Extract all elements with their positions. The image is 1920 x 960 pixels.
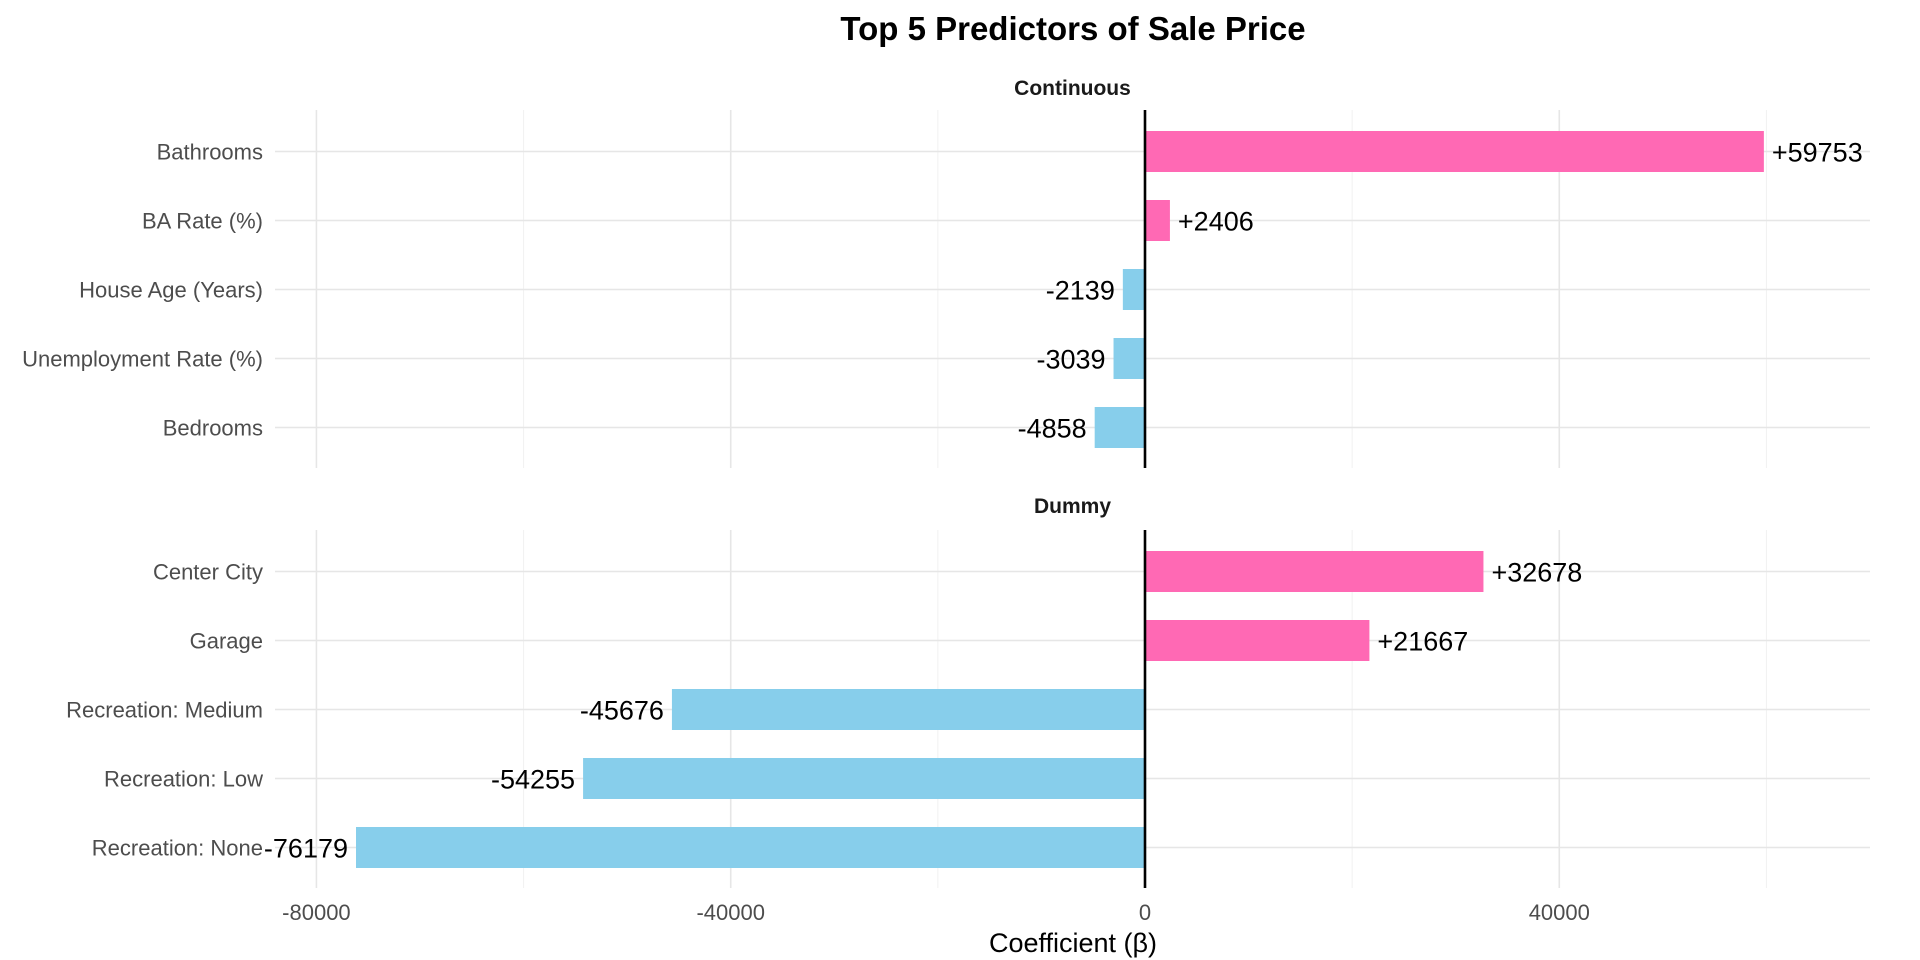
category-label: Recreation: None <box>92 836 263 861</box>
data-label: -45676 <box>580 696 664 726</box>
category-label: Bathrooms <box>157 140 263 165</box>
data-label: +2406 <box>1178 207 1254 237</box>
data-label: -2139 <box>1046 276 1115 306</box>
bar <box>1145 620 1370 661</box>
bar <box>356 827 1146 868</box>
panel-dummy: Dummy Center City +32678 Garage +21667 Recrea… <box>66 495 1870 888</box>
data-label: -54255 <box>491 765 575 795</box>
x-tick-label: -40000 <box>696 900 765 925</box>
x-tick-label: 40000 <box>1529 900 1590 925</box>
category-label: Center City <box>153 560 263 585</box>
bar <box>1094 407 1145 448</box>
bar <box>1113 338 1145 379</box>
data-label: +59753 <box>1772 138 1863 168</box>
category-label: Unemployment Rate (%) <box>22 347 263 372</box>
data-label: +32678 <box>1491 558 1582 588</box>
x-tick-label: 0 <box>1139 900 1151 925</box>
x-axis-label: Coefficient (β) <box>989 928 1157 958</box>
category-label: Recreation: Medium <box>66 698 263 723</box>
bar <box>1145 131 1764 172</box>
category-label: Garage <box>190 629 263 654</box>
bar <box>1122 269 1145 310</box>
data-label: -3039 <box>1036 345 1105 375</box>
x-tick-label: -80000 <box>282 900 351 925</box>
bar <box>1145 551 1484 592</box>
category-label: BA Rate (%) <box>142 209 263 234</box>
panel-strip-title: Dummy <box>1034 495 1111 518</box>
facet-panels: Continuous Bathrooms +59753 BA Rate (%) +240… <box>22 77 1870 925</box>
bar <box>671 689 1145 730</box>
category-label: Recreation: Low <box>104 767 263 792</box>
category-label: Bedrooms <box>163 416 263 441</box>
data-label: -76179 <box>264 834 348 864</box>
category-label: House Age (Years) <box>79 278 263 303</box>
chart-title: Top 5 Predictors of Sale Price <box>840 10 1305 47</box>
panel-strip-title: Continuous <box>1014 77 1131 100</box>
data-label: +21667 <box>1377 627 1468 657</box>
panel-continuous: Continuous Bathrooms +59753 BA Rate (%) +240… <box>22 77 1870 468</box>
bar <box>583 758 1145 799</box>
bar <box>1145 200 1170 241</box>
data-label: -4858 <box>1018 414 1087 444</box>
